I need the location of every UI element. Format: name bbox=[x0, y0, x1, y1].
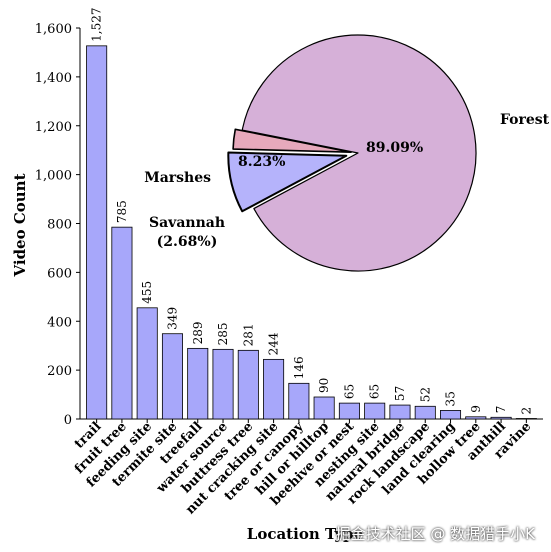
y-axis-title: Video Count bbox=[11, 173, 29, 277]
bar bbox=[187, 347, 209, 420]
bar bbox=[313, 396, 335, 420]
bar bbox=[237, 349, 259, 420]
bar-value-label: 349 bbox=[165, 307, 179, 330]
y-tick-label: 800 bbox=[47, 218, 72, 233]
y-tick-label: 1,200 bbox=[35, 120, 72, 135]
bar-value-label: 281 bbox=[241, 323, 255, 346]
bar bbox=[263, 358, 285, 420]
pie-slice-marshes bbox=[227, 151, 348, 213]
y-tick-label: 1,000 bbox=[35, 169, 72, 184]
y-tick-label: 200 bbox=[47, 364, 72, 379]
bar-value-label: 65 bbox=[368, 384, 382, 399]
bar bbox=[111, 226, 133, 420]
bar-value-label: 455 bbox=[140, 281, 154, 304]
pie-value-forest: 89.09% bbox=[366, 140, 423, 156]
bar bbox=[414, 405, 436, 420]
bar bbox=[212, 348, 234, 420]
bar-value-label: 146 bbox=[292, 356, 306, 379]
bar bbox=[490, 416, 512, 420]
x-axis-title: Location Type bbox=[247, 525, 363, 543]
bar-value-label: 285 bbox=[216, 322, 230, 345]
pie-label-forest: Forest bbox=[500, 112, 550, 128]
bar-value-label: 1,527 bbox=[90, 7, 104, 41]
bar bbox=[389, 404, 411, 420]
bar bbox=[136, 307, 158, 420]
bar-value-label: 244 bbox=[267, 332, 281, 355]
bar-value-label: 35 bbox=[444, 391, 458, 406]
bar-value-label: 7 bbox=[494, 406, 508, 414]
pie-value-marshes: 8.23% bbox=[238, 154, 285, 170]
y-tick-label: 600 bbox=[47, 266, 72, 281]
pie-slice-forest bbox=[241, 34, 477, 272]
bar bbox=[364, 402, 386, 420]
y-tick-label: 0 bbox=[64, 413, 72, 428]
pie-value-savannah: (2.68%) bbox=[157, 234, 218, 250]
bar bbox=[288, 382, 310, 420]
bar bbox=[161, 333, 183, 420]
pie-label-marshes: Marshes bbox=[144, 170, 211, 186]
bar bbox=[440, 410, 462, 420]
bar-value-label: 2 bbox=[519, 407, 533, 415]
bar bbox=[338, 402, 360, 420]
y-axis-ticks: 0 200 400 600 800 1,000 1,200 1,400 1,600 bbox=[35, 22, 80, 428]
y-tick-label: 400 bbox=[47, 315, 72, 330]
pie-label-savannah: Savannah bbox=[149, 215, 225, 231]
y-tick-label: 1,400 bbox=[35, 71, 72, 86]
bar-value-label: 90 bbox=[317, 378, 331, 393]
bar-value-label: 65 bbox=[342, 384, 356, 399]
bar bbox=[465, 416, 487, 420]
watermark: 掘金技术社区 @ 数据猎手小K bbox=[335, 525, 535, 543]
bar-value-labels: 1,527 785 455 349 289 285 281 244 146 90 65 65 57 52 3… bbox=[90, 7, 534, 414]
bar-value-label: 289 bbox=[191, 321, 205, 344]
y-tick-label: 1,600 bbox=[35, 22, 72, 37]
bar-value-label: 52 bbox=[418, 387, 432, 402]
bar-value-label: 57 bbox=[393, 386, 407, 401]
bar bbox=[86, 45, 108, 420]
pie-chart: Forest 89.09% Marshes 8.23% Savannah (2.68%) bbox=[144, 34, 550, 272]
bar-value-label: 785 bbox=[115, 200, 129, 223]
pie-slice-savannah bbox=[232, 128, 352, 154]
bar-value-label: 9 bbox=[469, 405, 483, 413]
